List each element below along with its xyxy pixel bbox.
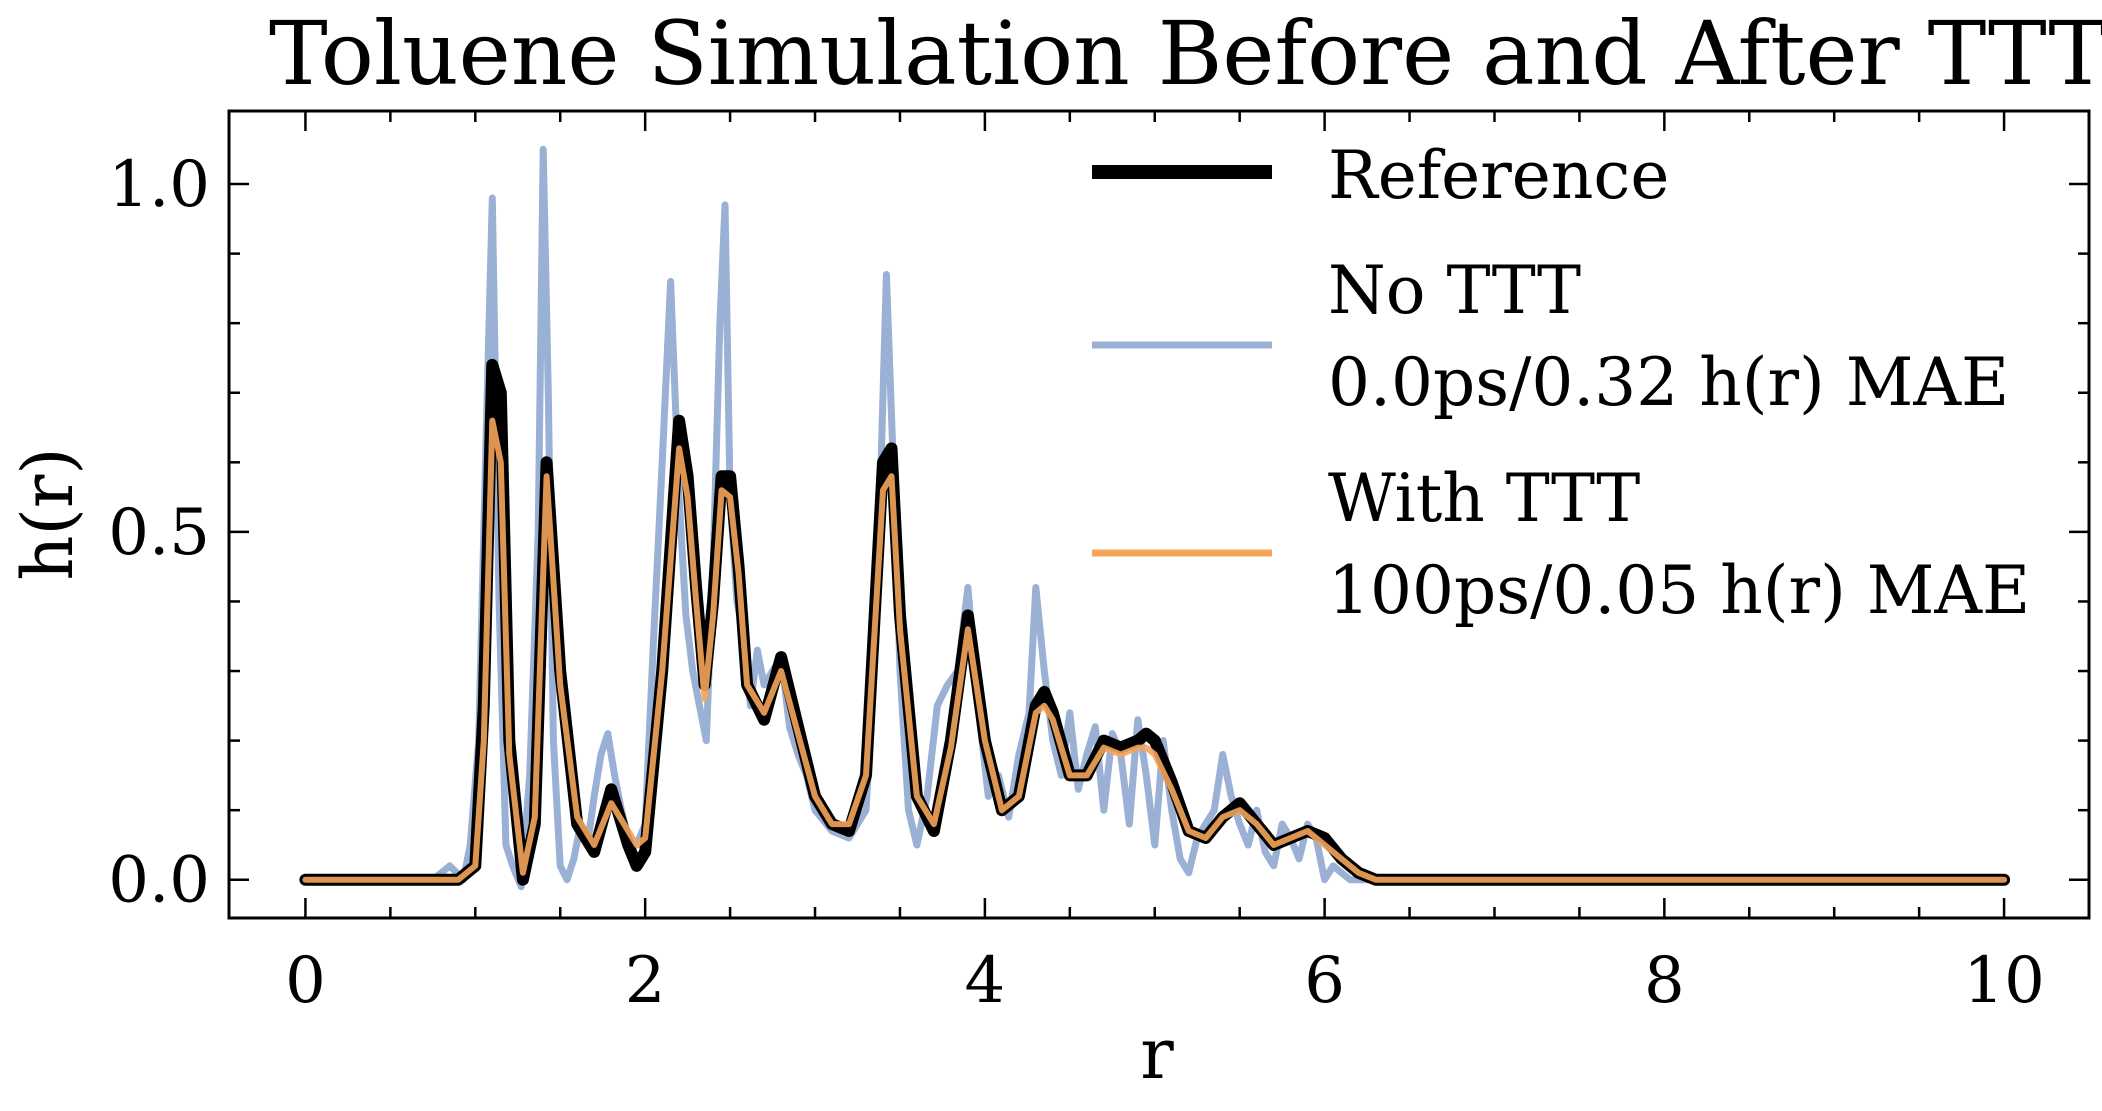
x-tick-label: 8 bbox=[1644, 944, 1685, 1018]
x-axis-label: r bbox=[1140, 1013, 1174, 1095]
y-tick-label: 0.5 bbox=[108, 496, 210, 570]
legend-label-no-ttt: 0.0ps/0.32 h(r) MAE bbox=[1328, 344, 2009, 421]
series-line-with-ttt bbox=[302, 417, 2008, 883]
x-tick-label: 0 bbox=[285, 944, 326, 1018]
x-tick-label: 2 bbox=[625, 944, 666, 1018]
x-tick-label: 10 bbox=[1963, 944, 2044, 1018]
x-tick-label: 6 bbox=[1304, 944, 1345, 1018]
y-tick-label: 1.0 bbox=[108, 148, 210, 222]
series-line-no-ttt bbox=[301, 145, 2008, 891]
chart-title: Toluene Simulation Before and After TTT bbox=[269, 2, 2102, 105]
ticks-layer bbox=[229, 111, 2089, 918]
legend: Reference No TTT 0.0ps/0.32 h(r) MAE With T… bbox=[1092, 137, 2030, 629]
y-axis-label: h(r) bbox=[7, 447, 89, 580]
legend-label-no-ttt: No TTT bbox=[1328, 252, 1581, 329]
legend-label-reference: Reference bbox=[1328, 137, 1669, 214]
legend-label-with-ttt: With TTT bbox=[1328, 460, 1640, 537]
tick-labels-layer: 0 2 4 6 8 10 0.0 0.5 1.0 bbox=[108, 148, 2045, 1018]
series-layer bbox=[299, 145, 2011, 891]
y-tick-label: 0.0 bbox=[108, 844, 210, 918]
legend-label-with-ttt: 100ps/0.05 h(r) MAE bbox=[1328, 552, 2030, 629]
x-tick-label: 4 bbox=[965, 944, 1006, 1018]
plot-frame bbox=[227, 109, 2091, 920]
